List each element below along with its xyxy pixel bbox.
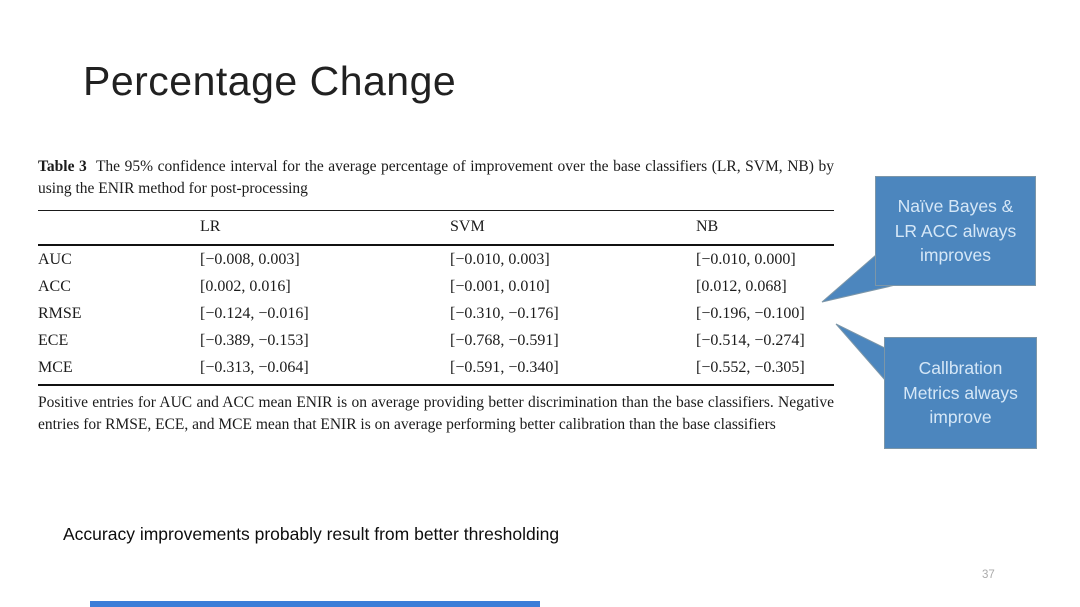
cell-ece-nb: [−0.514, −0.274] [696,331,805,349]
callout-naive-bayes: Naïve Bayes & LR ACC always improves [875,176,1036,286]
cell-acc-svm: [−0.001, 0.010] [450,277,550,295]
page-title: Percentage Change [83,58,457,104]
slide-page-number: 37 [982,569,995,581]
cell-metric-rmse: RMSE [38,304,82,322]
cell-ece-svm: [−0.768, −0.591] [450,331,559,349]
cell-auc-svm: [−0.010, 0.003] [450,250,550,268]
callout-line: improve [929,407,992,428]
table-caption-label: Table 3 [38,158,87,175]
table-header-row: LR SVM NB [38,210,834,246]
cell-mce-svm: [−0.591, −0.340] [450,358,559,376]
cell-mce-nb: [−0.552, −0.305] [696,358,805,376]
table-bottom-rule [38,383,834,386]
cell-metric-ece: ECE [38,331,69,349]
callout-line: LR ACC always [894,220,1017,241]
cell-metric-mce: MCE [38,358,73,376]
callout-line: Metrics always [903,382,1018,403]
cell-ece-lr: [−0.389, −0.153] [200,331,309,349]
cell-rmse-lr: [−0.124, −0.016] [200,304,309,322]
header-lr: LR [200,210,450,246]
table-row: ACC [0.002, 0.016] [−0.001, 0.010] [0.01… [38,273,834,300]
cell-acc-lr: [0.002, 0.016] [200,277,291,295]
table-caption: Table 3 The 95% confidence interval for … [38,156,834,200]
progress-bar[interactable] [90,601,540,607]
cell-auc-lr: [−0.008, 0.003] [200,250,300,268]
cell-auc-nb: [−0.010, 0.000] [696,250,796,268]
confidence-interval-table: LR SVM NB AUC [−0.008, 0.003] [−0.010, 0… [38,210,834,384]
bottom-note: Accuracy improvements probably result fr… [63,524,560,544]
cell-metric-auc: AUC [38,250,72,268]
header-svm: SVM [450,210,696,246]
callout-line: Callbration [918,357,1003,378]
table-row: AUC [−0.008, 0.003] [−0.010, 0.003] [−0.… [38,245,834,273]
callout-line: Naïve Bayes & [897,195,1014,216]
table-figure: Table 3 The 95% confidence interval for … [38,156,834,436]
header-nb: NB [696,210,834,246]
table-caption-text: The 95% confidence interval for the aver… [38,158,834,197]
callout-line: improves [919,245,991,266]
cell-rmse-svm: [−0.310, −0.176] [450,304,559,322]
table-row: ECE [−0.389, −0.153] [−0.768, −0.591] [−… [38,327,834,354]
table-row: MCE [−0.313, −0.064] [−0.591, −0.340] [−… [38,354,834,384]
cell-acc-nb: [0.012, 0.068] [696,277,787,295]
header-metric [38,210,200,246]
cell-rmse-nb: [−0.196, −0.100] [696,304,805,322]
callout-calibration: Callbration Metrics always improve [884,337,1037,449]
table-row: RMSE [−0.124, −0.016] [−0.310, −0.176] [… [38,300,834,327]
cell-metric-acc: ACC [38,277,71,295]
cell-mce-lr: [−0.313, −0.064] [200,358,309,376]
table-footnote: Positive entries for AUC and ACC mean EN… [38,393,834,433]
